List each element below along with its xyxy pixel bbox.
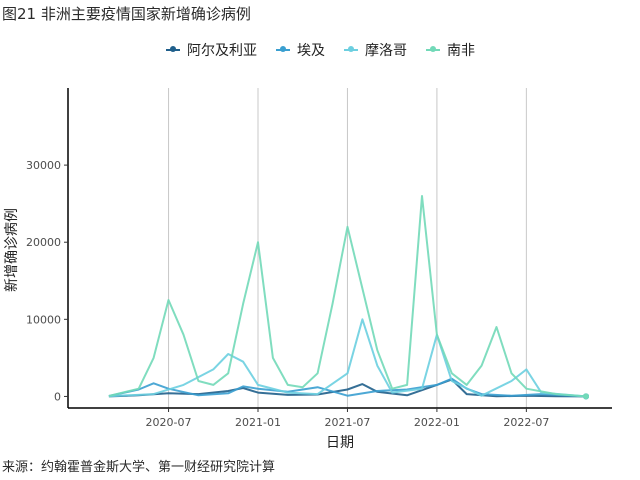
legend-item-morocco: 摩洛哥 — [343, 40, 407, 60]
x-axis-ticks: 2020-07 2021-01 2021-07 2022-01 2022-07 — [146, 408, 549, 429]
series-line-0 — [108, 378, 587, 398]
x-tick-label-1: 2021-01 — [235, 416, 281, 429]
y-tick-label-3: 30000 — [26, 159, 61, 172]
legend-key-morocco — [343, 42, 359, 58]
legend-item-egypt: 埃及 — [275, 40, 325, 60]
y-tick-label-0: 0 — [54, 390, 61, 403]
series-end-point-3 — [583, 393, 589, 400]
figure-title: 图21 非洲主要疫情国家新增确诊病例 — [2, 5, 251, 23]
x-tick-label-0: 2020-07 — [146, 416, 192, 429]
x-tick-label-3: 2022-01 — [414, 416, 460, 429]
y-axis-title: 新增确诊病例 — [4, 208, 20, 292]
x-tick-label-4: 2022-07 — [503, 416, 549, 429]
legend-label-egypt: 埃及 — [297, 43, 325, 59]
legend-key-algeria — [165, 42, 181, 58]
x-axis-title: 日期 — [326, 435, 354, 451]
series-line-3 — [108, 195, 587, 398]
legend-key-egypt — [275, 42, 291, 58]
series-line-2 — [108, 318, 587, 398]
legend-label-morocco: 摩洛哥 — [365, 43, 407, 59]
y-tick-label-2: 20000 — [26, 236, 61, 249]
series-line-1 — [108, 377, 587, 398]
legend-item-south-africa: 南非 — [425, 40, 475, 60]
legend-key-south-africa — [425, 42, 441, 58]
legend-label-south-africa: 南非 — [447, 43, 475, 59]
legend-label-algeria: 阿尔及利亚 — [187, 43, 257, 59]
chart-legend: 阿尔及利亚 埃及 摩洛哥 南非 — [0, 40, 640, 60]
y-axis-ticks: 0 10000 20000 30000 — [26, 159, 68, 403]
series-layer — [108, 195, 589, 400]
source-note: 来源：约翰霍普金斯大学、第一财经研究院计算 — [2, 460, 276, 475]
legend-item-algeria: 阿尔及利亚 — [165, 40, 257, 60]
y-tick-label-1: 10000 — [26, 313, 61, 326]
x-tick-label-2: 2021-07 — [324, 416, 370, 429]
